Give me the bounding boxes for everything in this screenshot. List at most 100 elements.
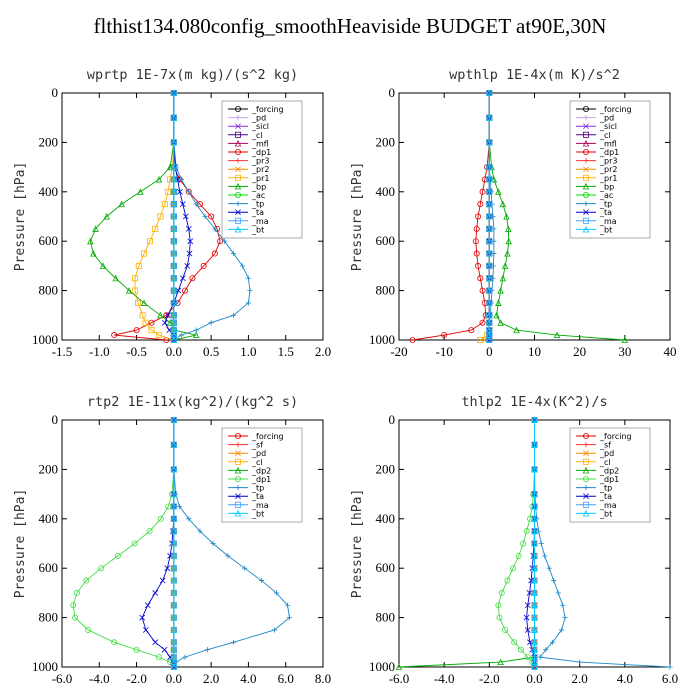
x-tick-label: -4.0: [434, 671, 455, 686]
y-tick-label: 1000: [369, 332, 395, 347]
data-point: [520, 540, 527, 547]
legend-marker: [235, 442, 241, 448]
x-tick-label: 0.0: [526, 671, 542, 686]
series-dp1: [495, 416, 538, 671]
legend-label: _ac: [251, 191, 265, 200]
legend-label: _ta: [251, 492, 264, 501]
data-point: [499, 274, 507, 282]
y-tick-label: 400: [39, 184, 59, 199]
data-point: [197, 528, 203, 534]
data-point: [531, 614, 538, 621]
legend-label: _ma: [251, 501, 269, 510]
data-point: [87, 237, 94, 245]
legend-marker: [234, 432, 241, 439]
data-point: [170, 319, 178, 326]
data-point: [170, 638, 178, 646]
data-point: [132, 275, 139, 282]
data-point: [531, 638, 538, 646]
y-tick-label: 400: [376, 184, 396, 199]
data-point: [176, 188, 183, 195]
data-point: [472, 238, 479, 245]
data-point: [202, 213, 208, 220]
legend-label: _tp: [251, 484, 264, 493]
data-point: [170, 564, 178, 572]
legend-marker: [583, 485, 589, 491]
data-point: [477, 336, 484, 343]
data-point: [504, 577, 511, 584]
data-point: [543, 647, 549, 653]
y-tick-label: 200: [39, 461, 59, 476]
legend-label: _dp1: [251, 475, 271, 484]
y-tick-label: 600: [39, 233, 59, 248]
data-point: [170, 287, 178, 294]
y-tick-label: 600: [376, 233, 396, 248]
data-point: [170, 626, 178, 633]
data-point: [495, 602, 502, 609]
legend-marker: [583, 123, 589, 130]
data-point: [511, 639, 518, 646]
data-point: [531, 663, 538, 670]
data-point: [486, 262, 493, 269]
legend-label: _forcing: [251, 432, 284, 441]
data-point: [186, 250, 193, 257]
legend-marker: [582, 509, 590, 517]
data-point: [515, 552, 522, 559]
data-point: [178, 332, 184, 338]
data-point: [230, 639, 237, 645]
data-point: [135, 299, 142, 306]
legend-marker: [582, 139, 590, 147]
data-point: [239, 263, 246, 269]
data-point: [486, 114, 493, 121]
x-tick-label: -1.5: [52, 344, 73, 359]
legend-marker: [235, 493, 241, 500]
data-point: [531, 441, 538, 448]
data-point: [165, 312, 171, 319]
data-point: [170, 299, 178, 306]
legend: _forcing_pd_sicl_cl_mfl_dp1_pr3_pr2_pr1_…: [221, 100, 303, 239]
data-point: [162, 319, 168, 326]
data-point: [170, 577, 178, 584]
data-point: [90, 250, 97, 257]
data-point: [211, 250, 218, 257]
y-tick-label: 0: [52, 412, 59, 427]
data-point: [486, 250, 493, 257]
data-point: [111, 332, 118, 339]
legend-label: _dp2: [251, 466, 271, 475]
y-tick-label: 800: [39, 283, 59, 298]
data-point: [125, 287, 133, 294]
x-tick-label: 0.5: [203, 344, 219, 359]
data-point: [170, 490, 178, 498]
data-point: [139, 312, 146, 319]
data-point: [486, 319, 493, 326]
data-point: [72, 614, 79, 621]
data-point: [221, 238, 228, 244]
data-point: [531, 502, 538, 510]
legend-marker: [583, 442, 589, 448]
data-point: [155, 175, 163, 183]
data-point: [531, 552, 538, 559]
x-tick-label: -6.0: [389, 671, 410, 686]
data-point: [479, 188, 486, 195]
data-point: [531, 589, 538, 596]
legend-label: _bt: [599, 225, 612, 234]
x-tick-label: 0: [486, 344, 493, 359]
data-point: [170, 200, 178, 208]
data-point: [170, 336, 178, 343]
data-point: [131, 540, 138, 547]
panel-2: wpthlp 1E-4x(m K)/s^2 Pressure [hPa] -20 -1…: [350, 67, 677, 359]
legend-marker: [235, 201, 241, 207]
panel-title: wprtp 1E-7x(m kg)/(s^2 kg): [87, 67, 298, 83]
legend-marker: [234, 131, 241, 138]
y-axis-label: Pressure [hPa]: [13, 489, 28, 599]
data-point: [170, 311, 178, 319]
legend-label: _ta: [251, 208, 264, 217]
panel-title: wpthlp 1E-4x(m K)/s^2: [449, 67, 620, 83]
data-point: [164, 565, 171, 572]
legend: _forcing_sf_pd_cl_dp2_dp1_tp_ta_ma_bt: [221, 427, 303, 523]
x-tick-label: 4.0: [240, 671, 256, 686]
legend-label: _sicl: [599, 122, 617, 131]
data-point: [170, 114, 178, 121]
legend-marker: [583, 432, 590, 439]
data-point: [286, 615, 293, 621]
